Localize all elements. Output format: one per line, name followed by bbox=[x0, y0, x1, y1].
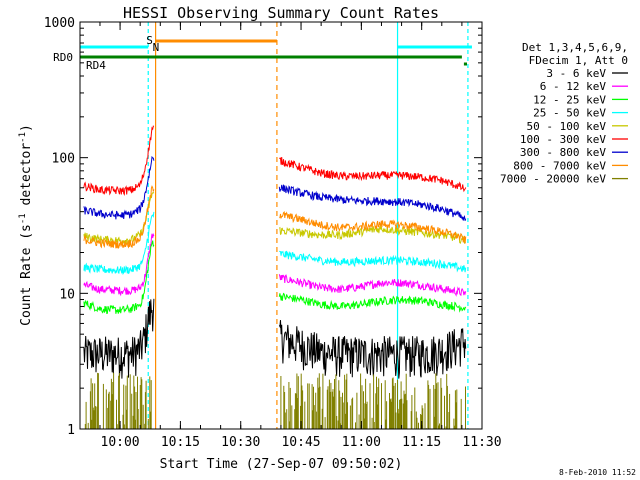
series-line-1-segment-1 bbox=[83, 298, 155, 379]
legend-label-9: 7000 - 20000 keV bbox=[500, 173, 606, 186]
y-axis-label: Count Rate (s-1 detector-1) bbox=[18, 124, 34, 326]
y-axis-label-sup2: -1 bbox=[18, 132, 28, 143]
x-tick-label-2: 10:15 bbox=[161, 435, 200, 450]
s-marker: S bbox=[146, 34, 153, 47]
series-line-7-segment-2 bbox=[278, 184, 467, 221]
y-tick-label-2: 10 bbox=[59, 287, 75, 302]
chart-title: HESSI Observing Summary Count Rates bbox=[123, 4, 439, 22]
series-line-1-segment-2 bbox=[278, 320, 467, 379]
rd4-label: RD4 bbox=[86, 59, 106, 72]
series-line-2-segment-2 bbox=[278, 274, 467, 297]
x-tick-label-6: 11:15 bbox=[402, 435, 441, 450]
legend-header-1: Det 1,3,4,5,6,9, bbox=[522, 41, 628, 54]
x-tick-label-3: 10:30 bbox=[221, 435, 260, 450]
series-line-2-segment-1 bbox=[83, 232, 155, 297]
y-tick-label-4: 1000 bbox=[44, 16, 75, 31]
series-line-6-segment-1 bbox=[83, 125, 155, 196]
y-tick-label-1: 1 bbox=[67, 423, 75, 438]
series-line-8-segment-1 bbox=[83, 185, 155, 250]
x-axis-ticks: 10:00 10:15 10:30 10:45 11:00 11:15 11:30 bbox=[99, 22, 502, 450]
y-axis-ticks: 1 10 100 1000 bbox=[44, 16, 482, 438]
y-axis-label-part1: Count Rate (s bbox=[19, 224, 34, 326]
series-line-4-segment-1 bbox=[83, 211, 155, 276]
rd0-label: RD0 bbox=[53, 51, 73, 64]
legend-label-2: 6 - 12 keV bbox=[540, 80, 607, 93]
x-tick-label-1: 10:00 bbox=[101, 435, 140, 450]
y-tick-label-3: 100 bbox=[52, 152, 75, 167]
series-line-3-segment-1 bbox=[83, 240, 155, 315]
legend-label-6: 100 - 300 keV bbox=[520, 133, 606, 146]
series-line-4-segment-2 bbox=[279, 250, 467, 273]
series-line-3-segment-2 bbox=[278, 292, 467, 313]
legend-header-2: FDecim 1, Att 0 bbox=[529, 54, 628, 67]
x-tick-label-7: 11:30 bbox=[462, 435, 501, 450]
legend-label-1: 3 - 6 keV bbox=[546, 67, 606, 80]
legend-label-4: 25 - 50 keV bbox=[533, 107, 606, 120]
x-tick-label-4: 10:45 bbox=[281, 435, 320, 450]
series-lines bbox=[83, 125, 467, 429]
legend-label-3: 12 - 25 keV bbox=[533, 93, 606, 106]
x-tick-label-5: 11:00 bbox=[342, 435, 381, 450]
series-line-8-segment-2 bbox=[279, 211, 467, 244]
y-axis-label-part2: detector bbox=[19, 143, 34, 214]
time-markers: RD0 RD4 SN bbox=[53, 22, 472, 429]
series-line-7-segment-1 bbox=[83, 155, 155, 220]
x-axis-label: Start Time (27-Sep-07 09:50:02) bbox=[160, 457, 403, 472]
y-axis-label-part3: ) bbox=[19, 124, 34, 132]
y-axis-label-sup1: -1 bbox=[18, 213, 28, 224]
legend-label-5: 50 - 100 keV bbox=[527, 120, 607, 133]
legend-label-7: 300 - 800 keV bbox=[520, 146, 606, 159]
datestamp: 8-Feb-2010 11:52 bbox=[559, 468, 636, 477]
series-line-6-segment-2 bbox=[279, 157, 467, 193]
n-marker: N bbox=[153, 41, 160, 54]
series-line-5-segment-2 bbox=[278, 225, 466, 245]
legend-label-8: 800 - 7000 keV bbox=[513, 159, 606, 172]
legend: Det 1,3,4,5,6,9,FDecim 1, Att 03 - 6 keV… bbox=[500, 41, 628, 186]
